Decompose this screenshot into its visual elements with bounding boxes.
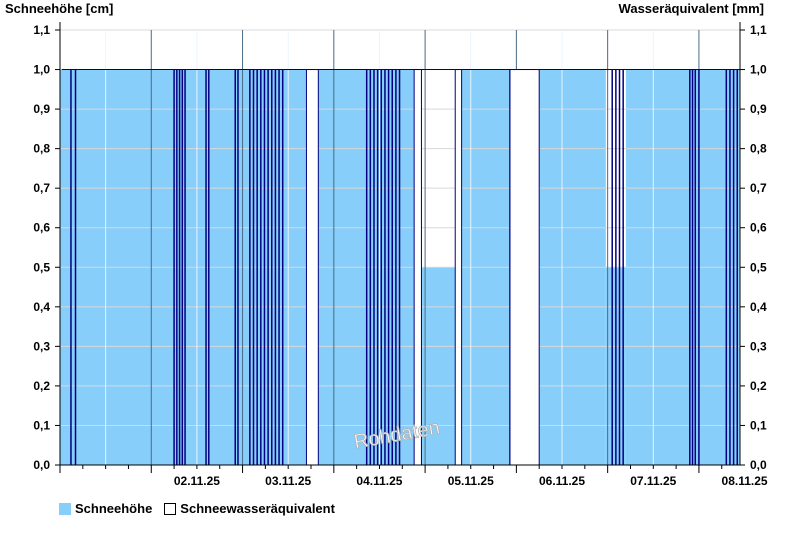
x-tick-label: 08.11.25 <box>722 474 768 488</box>
y-tick-label-right: 0,4 <box>750 300 767 314</box>
x-tick-label: 02.11.25 <box>174 474 220 488</box>
y-tick-label-left: 0,6 <box>33 221 50 235</box>
legend-label-swe: Schneewasseräquivalent <box>180 501 335 516</box>
x-tick-label: 05.11.25 <box>448 474 494 488</box>
y-tick-label-left: 0,2 <box>33 379 50 393</box>
x-tick-label: 03.11.25 <box>265 474 311 488</box>
y-tick-label-right: 0,1 <box>750 418 767 432</box>
y-tick-label-right: 0,7 <box>750 181 767 195</box>
y-tick-label-left: 0,7 <box>33 181 50 195</box>
y-tick-label-left: 0,9 <box>33 102 50 116</box>
legend-item-snow-depth: Schneehöhe <box>59 501 152 516</box>
swe-gap <box>454 69 463 466</box>
y-tick-label-left: 0,1 <box>33 418 50 432</box>
snow-chart: 0,0 0,0 0,1 0,1 0,2 0,2 0,3 0,3 0,4 0,4 0,5 0,5 0,6 0… <box>33 22 768 488</box>
swe-gap <box>305 69 319 466</box>
y-axis-left-label: Schneehöhe [cm] <box>5 1 114 16</box>
y-tick-label-right: 0,5 <box>750 260 767 274</box>
x-tick-label: 07.11.25 <box>630 474 676 488</box>
y-axis-right-label: Wasseräquivalent [mm] <box>618 1 764 16</box>
y-tick-label-right: 0,8 <box>750 142 767 156</box>
y-tick-label-right: 0,3 <box>750 339 767 353</box>
swe-gap <box>413 69 422 466</box>
legend-label-snow-depth: Schneehöhe <box>75 501 153 516</box>
snow-depth-bar <box>421 267 456 465</box>
y-tick-label-right: 1,1 <box>750 23 767 37</box>
legend-item-swe: Schneewasseräquivalent <box>164 501 335 516</box>
y-tick-label-left: 0,0 <box>33 458 50 472</box>
y-tick-label-right: 0,0 <box>750 458 767 472</box>
y-tick-label-right: 0,9 <box>750 102 767 116</box>
x-tick-label: 04.11.25 <box>356 474 402 488</box>
legend: Schneehöhe Schneewasseräquivalent <box>59 501 347 516</box>
y-tick-label-left: 1,0 <box>33 63 50 77</box>
y-tick-label-left: 1,1 <box>33 23 50 37</box>
y-tick-label-right: 0,2 <box>750 379 767 393</box>
y-tick-label-left: 0,4 <box>33 300 50 314</box>
legend-swatch-snow-depth <box>59 502 71 515</box>
y-tick-label-right: 0,6 <box>750 221 767 235</box>
x-tick-label: 06.11.25 <box>539 474 585 488</box>
swe-gap <box>509 69 540 466</box>
y-tick-label-left: 0,3 <box>33 339 50 353</box>
y-tick-label-left: 0,5 <box>33 260 50 274</box>
legend-swatch-swe <box>164 502 177 515</box>
y-tick-label-left: 0,8 <box>33 142 50 156</box>
y-tick-label-right: 1,0 <box>750 63 767 77</box>
